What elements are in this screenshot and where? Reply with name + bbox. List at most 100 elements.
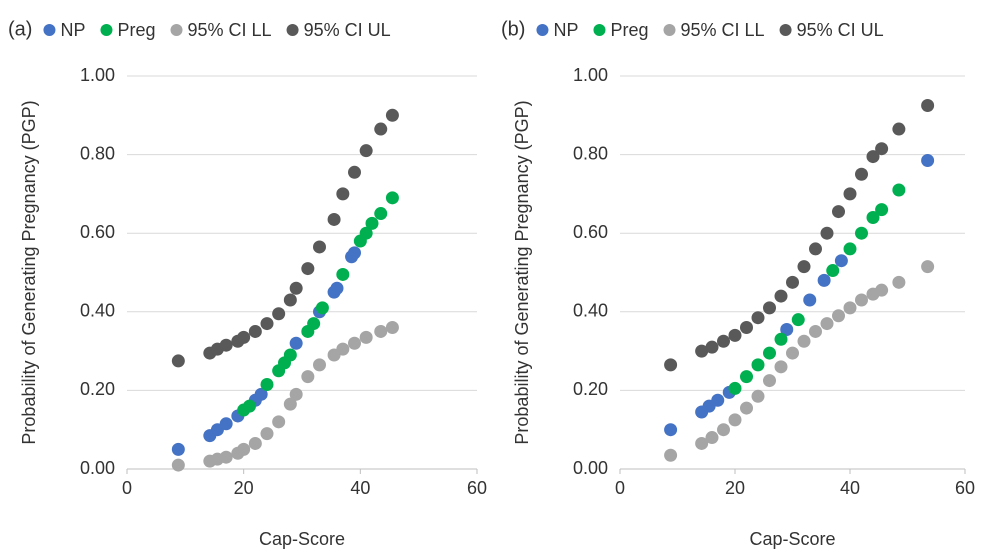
data-point bbox=[921, 98, 935, 112]
legend-marker bbox=[779, 24, 792, 36]
legend-label: Preg bbox=[610, 20, 648, 40]
data-point bbox=[260, 427, 274, 441]
data-point bbox=[359, 226, 373, 240]
x-axis-title: Cap-Score bbox=[749, 529, 835, 549]
data-point bbox=[374, 324, 388, 338]
data-point bbox=[289, 336, 303, 350]
data-point bbox=[875, 142, 889, 156]
data-point bbox=[751, 358, 765, 372]
legend-marker bbox=[663, 24, 676, 36]
y-tick-label: 0.20 bbox=[573, 379, 608, 399]
data-point bbox=[791, 313, 805, 327]
data-point bbox=[219, 417, 233, 431]
data-point bbox=[248, 324, 262, 338]
data-point bbox=[359, 330, 373, 344]
data-point bbox=[307, 317, 321, 331]
data-point bbox=[664, 358, 678, 372]
data-point bbox=[843, 301, 857, 315]
data-point bbox=[728, 413, 742, 427]
data-point bbox=[171, 442, 185, 456]
data-point bbox=[809, 324, 822, 338]
legend-marker bbox=[593, 24, 606, 36]
data-point bbox=[374, 122, 388, 136]
data-point bbox=[843, 242, 857, 256]
data-point bbox=[219, 450, 233, 464]
data-point bbox=[717, 334, 730, 348]
data-point bbox=[374, 207, 388, 221]
data-point bbox=[705, 431, 719, 445]
data-point bbox=[740, 370, 753, 384]
y-axis-title: Probability of Generating Pregnancy (PGP… bbox=[512, 100, 532, 444]
data-point bbox=[315, 301, 329, 315]
data-point bbox=[866, 150, 880, 164]
data-point bbox=[826, 264, 840, 278]
panel-label: (a) bbox=[8, 18, 32, 40]
data-point bbox=[875, 283, 889, 297]
data-point bbox=[820, 226, 834, 240]
data-point bbox=[664, 423, 678, 437]
data-point bbox=[786, 346, 799, 360]
panel-label: (b) bbox=[501, 18, 525, 40]
data-point bbox=[797, 260, 811, 274]
data-point bbox=[728, 381, 742, 395]
data-point bbox=[780, 322, 794, 336]
data-point bbox=[171, 354, 185, 368]
data-point bbox=[921, 153, 935, 167]
legend-marker bbox=[43, 24, 56, 36]
y-tick-label: 0.80 bbox=[80, 143, 115, 163]
data-point bbox=[272, 415, 286, 429]
data-point bbox=[664, 448, 678, 462]
data-point bbox=[740, 321, 753, 335]
data-point bbox=[892, 183, 906, 197]
data-point bbox=[875, 203, 889, 217]
y-tick-label: 1.00 bbox=[80, 65, 115, 85]
data-point bbox=[855, 293, 868, 307]
y-tick-label: 0.60 bbox=[573, 222, 608, 242]
data-point bbox=[820, 317, 834, 331]
y-tick-label: 0.60 bbox=[80, 222, 115, 242]
data-point bbox=[705, 340, 719, 354]
data-point bbox=[260, 317, 274, 331]
y-tick-label: 0.00 bbox=[80, 458, 115, 478]
data-point bbox=[843, 187, 857, 201]
data-point bbox=[385, 108, 399, 122]
x-axis-title: Cap-Score bbox=[259, 529, 345, 549]
data-point bbox=[728, 328, 742, 342]
data-point bbox=[832, 205, 845, 219]
data-point bbox=[348, 165, 361, 179]
x-tick-label: 60 bbox=[955, 478, 975, 498]
data-point bbox=[855, 226, 868, 240]
data-point bbox=[855, 167, 868, 181]
data-point bbox=[751, 311, 765, 325]
data-point bbox=[774, 332, 788, 346]
legend-label: 95% CI UL bbox=[304, 20, 391, 40]
data-point bbox=[336, 267, 350, 281]
data-point bbox=[289, 281, 303, 295]
x-tick-label: 60 bbox=[467, 478, 487, 498]
data-point bbox=[892, 275, 906, 289]
data-point bbox=[248, 436, 262, 450]
data-point bbox=[832, 309, 845, 323]
data-point bbox=[336, 187, 350, 201]
y-tick-label: 0.80 bbox=[573, 143, 608, 163]
data-point bbox=[803, 293, 817, 307]
data-point bbox=[237, 442, 251, 456]
data-point bbox=[695, 344, 709, 358]
legend-label: Preg bbox=[117, 20, 155, 40]
x-tick-label: 0 bbox=[615, 478, 625, 498]
data-point bbox=[740, 401, 753, 415]
data-point bbox=[254, 387, 268, 401]
data-point bbox=[817, 273, 831, 287]
data-point bbox=[385, 321, 399, 335]
legend-marker bbox=[100, 24, 113, 36]
data-point bbox=[365, 216, 379, 230]
legend-marker bbox=[170, 24, 183, 36]
x-tick-label: 20 bbox=[234, 478, 254, 498]
data-point bbox=[359, 144, 373, 158]
data-point bbox=[385, 191, 399, 205]
data-point bbox=[348, 336, 361, 350]
data-point bbox=[330, 281, 344, 295]
data-point bbox=[313, 240, 326, 254]
legend-marker bbox=[286, 24, 299, 36]
